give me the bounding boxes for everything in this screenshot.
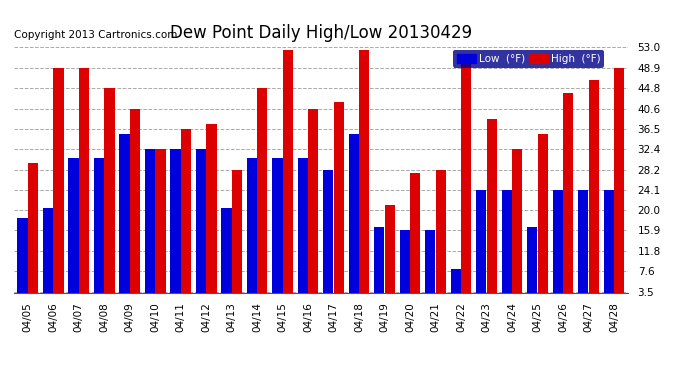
Bar <box>68 158 79 309</box>
Text: Copyright 2013 Cartronics.com: Copyright 2013 Cartronics.com <box>14 30 177 40</box>
Bar <box>563 93 573 309</box>
Bar <box>28 164 38 309</box>
Bar <box>334 102 344 309</box>
Bar <box>155 149 166 309</box>
Bar <box>486 119 497 309</box>
Bar <box>553 190 563 309</box>
Bar <box>502 190 512 309</box>
Bar <box>527 227 538 309</box>
Bar <box>359 50 369 309</box>
Bar <box>257 88 268 309</box>
Bar <box>170 148 181 309</box>
Bar <box>435 170 446 309</box>
Bar <box>130 109 140 309</box>
Bar <box>410 173 420 309</box>
Bar <box>604 190 614 309</box>
Bar <box>308 109 318 309</box>
Bar <box>206 124 217 309</box>
Bar <box>400 230 410 309</box>
Bar <box>614 68 624 309</box>
Bar <box>79 68 89 309</box>
Bar <box>247 158 257 309</box>
Bar <box>17 217 28 309</box>
Bar <box>589 80 599 309</box>
Bar <box>324 170 333 309</box>
Bar <box>461 62 471 309</box>
Legend: Low  (°F), High  (°F): Low (°F), High (°F) <box>453 50 604 68</box>
Bar <box>512 149 522 309</box>
Bar <box>298 158 308 309</box>
Bar <box>232 170 242 309</box>
Bar <box>196 148 206 309</box>
Bar <box>119 134 130 309</box>
Bar <box>374 227 384 309</box>
Bar <box>451 269 461 309</box>
Bar <box>43 208 53 309</box>
Bar <box>221 208 232 309</box>
Bar <box>578 190 589 309</box>
Bar <box>53 68 63 309</box>
Bar <box>385 205 395 309</box>
Bar <box>145 148 155 309</box>
Title: Dew Point Daily High/Low 20130429: Dew Point Daily High/Low 20130429 <box>170 24 472 42</box>
Bar <box>538 134 548 309</box>
Bar <box>94 158 104 309</box>
Bar <box>476 190 486 309</box>
Bar <box>273 158 282 309</box>
Bar <box>104 88 115 309</box>
Bar <box>181 129 191 309</box>
Bar <box>348 134 359 309</box>
Bar <box>425 230 435 309</box>
Bar <box>283 50 293 309</box>
